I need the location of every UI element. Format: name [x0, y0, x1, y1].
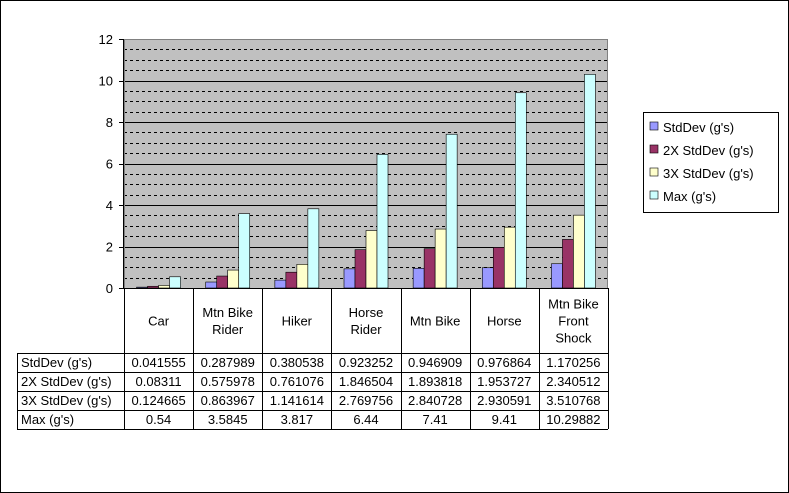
table-cell: 0.761076 [270, 374, 324, 389]
category-label: Car [148, 314, 170, 329]
bar [136, 286, 148, 289]
table-cell: 0.575978 [201, 374, 255, 389]
bar [274, 279, 287, 289]
table-cell: 1.953727 [477, 374, 531, 389]
category-label: Rider [212, 322, 244, 337]
legend-label: 2X StdDev (g's) [663, 143, 754, 158]
bar [307, 208, 320, 289]
bar [365, 230, 378, 289]
bar [562, 239, 574, 289]
table-cell: 3.510768 [546, 393, 600, 408]
bar [169, 276, 181, 289]
bar [158, 285, 170, 289]
bar-series [124, 39, 608, 289]
y-axis: 0 2 4 6 8 10 12 [99, 32, 124, 296]
table-cell: 1.893818 [408, 374, 462, 389]
table-cell: 1.170256 [546, 355, 600, 370]
bar [205, 281, 218, 289]
bar [445, 133, 458, 289]
bar [573, 214, 585, 289]
table-cell: 2.769756 [339, 393, 393, 408]
table-cell: 6.44 [353, 412, 378, 427]
bar [434, 228, 447, 289]
legend-box [643, 112, 779, 213]
bar [285, 271, 298, 289]
y-tick-label: 10 [99, 74, 113, 89]
bar [216, 275, 229, 289]
table-cell: 0.863967 [201, 393, 255, 408]
bar [238, 213, 251, 289]
legend-label: StdDev (g's) [663, 120, 734, 135]
category-label: Front [558, 314, 589, 329]
table-cell: 3.817 [281, 412, 314, 427]
category-label: Mtn Bike [202, 305, 253, 320]
y-tick-label: 2 [106, 240, 113, 255]
bar [376, 154, 389, 289]
table-cell: 0.923252 [339, 355, 393, 370]
table-row-header: StdDev (g's) [21, 355, 92, 370]
table-cell: 9.41 [492, 412, 517, 427]
y-tick-label: 4 [106, 198, 113, 213]
bar [481, 267, 494, 289]
table-cell: 2.840728 [408, 393, 462, 408]
bar [227, 269, 240, 289]
legend: StdDev (g's) 2X StdDev (g's) 3X StdDev (g'… [643, 112, 779, 213]
y-tick-label: 8 [106, 115, 113, 130]
category-label: Rider [350, 322, 382, 337]
bar [584, 73, 596, 289]
table-cell: 0.124665 [131, 393, 185, 408]
table-cell: 0.08311 [136, 374, 182, 389]
table-cell: 0.946909 [408, 355, 462, 370]
category-label: Horse [487, 314, 522, 329]
category-label: Mtn Bike [548, 297, 599, 312]
bar [296, 264, 309, 289]
table-cell: 3.5845 [208, 412, 248, 427]
bar [514, 92, 527, 289]
table-cell: 0.976864 [477, 355, 531, 370]
category-label: Hiker [282, 314, 313, 329]
data-table: Car Mtn Bike Rider Hiker Horse Rider Mtn Bike H… [17, 288, 609, 430]
table-cell: 0.380538 [270, 355, 324, 370]
y-tick-label: 12 [99, 32, 113, 47]
table-row-header: Max (g's) [21, 412, 74, 427]
legend-label: Max (g's) [663, 189, 716, 204]
legend-swatch [649, 144, 659, 154]
table-cell: 2.340512 [546, 374, 600, 389]
legend-swatch [649, 121, 659, 131]
y-tick-label: 6 [106, 157, 113, 172]
category-label: Shock [555, 331, 592, 346]
table-cell: 10.29882 [546, 412, 600, 427]
table-row-header: 3X StdDev (g's) [21, 393, 112, 408]
table-cell: 7.41 [422, 412, 447, 427]
table-cell: 1.846504 [339, 374, 393, 389]
table-row-header: 2X StdDev (g's) [21, 374, 112, 389]
bar [492, 247, 505, 289]
bar [503, 226, 516, 289]
legend-swatch [649, 190, 659, 200]
bar [343, 268, 356, 289]
table-cell: 0.287989 [201, 355, 255, 370]
legend-label: 3X StdDev (g's) [663, 166, 754, 181]
y-tick-label: 0 [106, 281, 113, 296]
bar [354, 249, 367, 289]
category-label: Mtn Bike [410, 314, 461, 329]
table-cell: 0.54 [146, 412, 171, 427]
table-cell: 2.930591 [477, 393, 531, 408]
bar [423, 248, 436, 289]
table-cell: 1.141614 [270, 393, 324, 408]
bar [147, 285, 159, 289]
legend-swatch [649, 167, 659, 177]
bar [551, 263, 563, 289]
category-label: Horse [349, 305, 384, 320]
bar [412, 268, 425, 289]
table-cell: 0.041555 [131, 355, 185, 370]
